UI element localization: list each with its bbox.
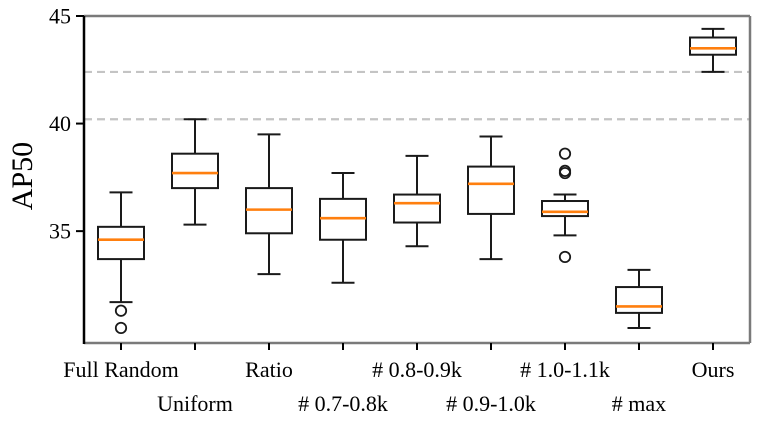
outlier-point	[558, 147, 572, 160]
box-1.0-1.1k	[541, 147, 589, 264]
iqr-box	[689, 36, 737, 56]
reference-lines	[84, 70, 750, 121]
x-tick-label-0.7-0.8k: # 0.7-0.8k	[298, 391, 388, 416]
iqr-box	[97, 225, 145, 261]
x-tick-label-uniform: Uniform	[157, 391, 233, 416]
box-ours	[689, 27, 737, 73]
x-tick-label-ours: Ours	[692, 357, 735, 382]
box-0.7-0.8k	[319, 172, 367, 284]
x-tick-label-0.9-1.0k: # 0.9-1.0k	[446, 391, 536, 416]
x-tick-label-ratio: Ratio	[245, 357, 293, 382]
iqr-box	[541, 200, 589, 218]
y-tick-label: 45	[49, 4, 71, 29]
iqr-box	[615, 286, 663, 314]
x-axis: Full Random Uniform Ratio# 0.7-0.8k # 0.8-0…	[63, 343, 734, 416]
outlier-point	[558, 166, 572, 180]
iqr-box	[393, 193, 441, 224]
iqr-box	[467, 165, 515, 215]
y-tick-label: 40	[49, 111, 71, 136]
x-tick-label-full-random: Full Random	[63, 357, 179, 382]
x-tick-label-1.0-1.1k: # 1.0-1.1k	[520, 357, 610, 382]
y-tick-label: 35	[49, 219, 71, 244]
x-tick-label-max: # max	[612, 391, 666, 416]
box-ratio	[245, 133, 293, 276]
box-0.8-0.9k	[393, 154, 441, 248]
box-full-random	[97, 191, 145, 335]
outlier-point	[114, 321, 128, 335]
box-0.9-1.0k	[467, 135, 515, 261]
outlier-point	[558, 250, 572, 264]
iqr-box	[171, 152, 219, 190]
outlier-point	[114, 304, 128, 317]
box-uniform	[171, 118, 219, 226]
y-axis: 35 40 45	[49, 4, 84, 244]
x-tick-label-0.8-0.9k: # 0.8-0.9k	[372, 357, 462, 382]
box-max	[615, 268, 663, 329]
